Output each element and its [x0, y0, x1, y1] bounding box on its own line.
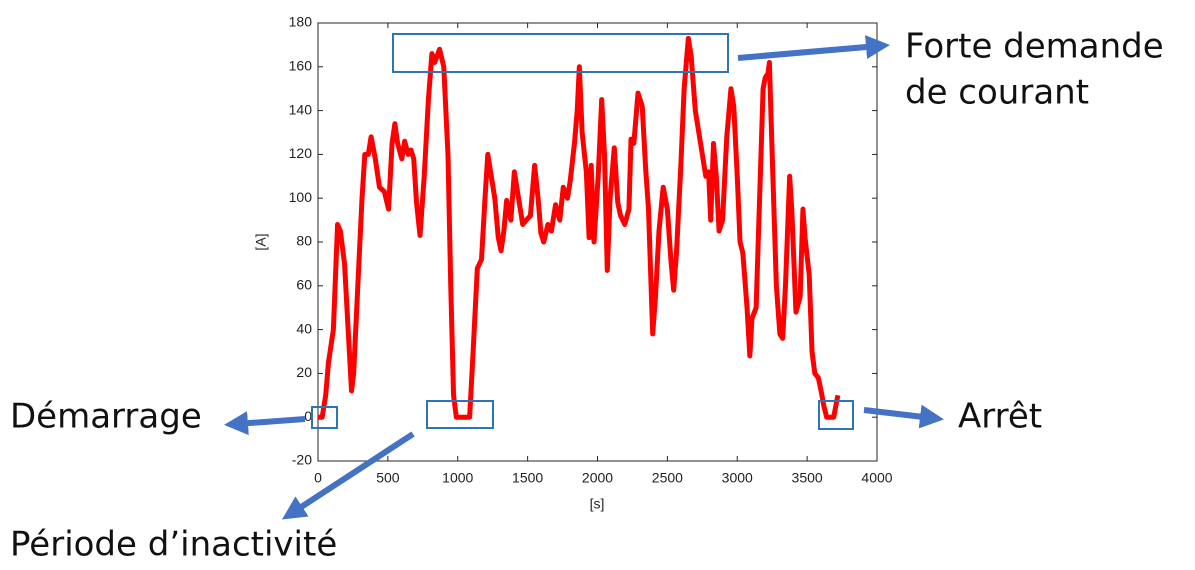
box: [426, 400, 494, 429]
x-tick-label: 3500: [792, 470, 823, 486]
box: [818, 400, 854, 430]
x-tick-label: 500: [376, 470, 400, 486]
annotation: Arrêt: [958, 397, 1042, 437]
y-tick-label: -20: [292, 452, 312, 468]
y-tick-label: 0: [304, 408, 312, 424]
annotation: Forte demande: [905, 27, 1164, 67]
y-tick-label: 140: [289, 101, 313, 117]
y-tick-label: 120: [289, 145, 313, 161]
x-tick-label: 3000: [722, 470, 753, 486]
y-tick-label: 60: [296, 277, 312, 293]
arrow: [737, 35, 890, 61]
x-tick-label: 0: [314, 470, 322, 486]
annotation: Période d’inactivité: [10, 525, 337, 565]
y-tick-label: 40: [296, 320, 312, 336]
box: [311, 406, 338, 429]
y-axis-label: [A]: [253, 233, 269, 250]
line: [318, 35, 841, 420]
highlight-boxes: [311, 33, 854, 430]
y-tick-label: 160: [289, 58, 313, 74]
arrows: [224, 35, 944, 520]
x-tick-label: 1500: [512, 470, 543, 486]
y-tick-label: 100: [289, 189, 313, 205]
box: [392, 33, 729, 73]
y-tick-label: 20: [296, 364, 312, 380]
x-tick-label: 4000: [861, 470, 892, 486]
annotation: Démarrage: [10, 397, 202, 437]
x-axis-label: [s]: [590, 496, 605, 512]
x-tick-label: 1000: [442, 470, 473, 486]
arrow: [224, 411, 306, 436]
x-tick-label: 2500: [652, 470, 683, 486]
y-tick-label: 180: [289, 14, 313, 30]
y-tick-label: 80: [296, 233, 312, 249]
x-tick-label: 2000: [582, 470, 613, 486]
annotation: de courant: [905, 73, 1089, 113]
arrow: [281, 431, 415, 520]
arrow: [863, 404, 944, 429]
